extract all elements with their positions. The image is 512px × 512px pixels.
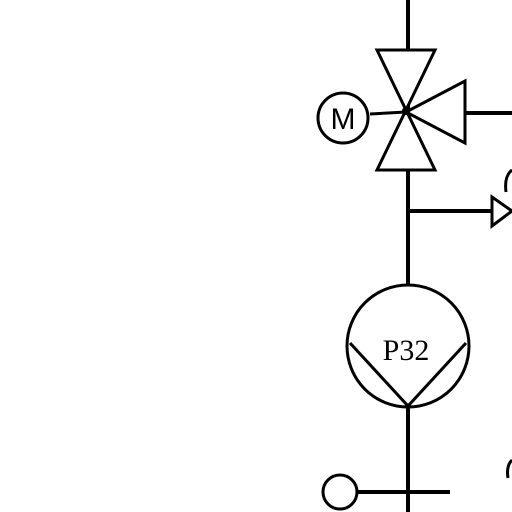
pump: P32 xyxy=(345,283,471,409)
motor-label: M xyxy=(331,103,356,136)
valve-center-dot xyxy=(402,107,410,115)
pump-label: P32 xyxy=(383,334,430,367)
actuator-stem xyxy=(369,110,407,116)
branch-arrow-triangle xyxy=(490,194,512,229)
three-way-motor-valve xyxy=(369,48,467,172)
motor-actuator: M xyxy=(316,91,370,145)
valve-top-triangle xyxy=(374,48,438,114)
branch-arc xyxy=(504,168,512,193)
connection-point-circle xyxy=(321,473,359,511)
branch-arrow-symbol xyxy=(490,168,512,229)
valve-bottom-triangle xyxy=(374,106,438,172)
motor-circle xyxy=(316,91,370,145)
edge-arc-bottom xyxy=(506,458,512,479)
valve-right-triangle xyxy=(402,78,467,146)
pump-discharge-chevron xyxy=(348,341,468,409)
